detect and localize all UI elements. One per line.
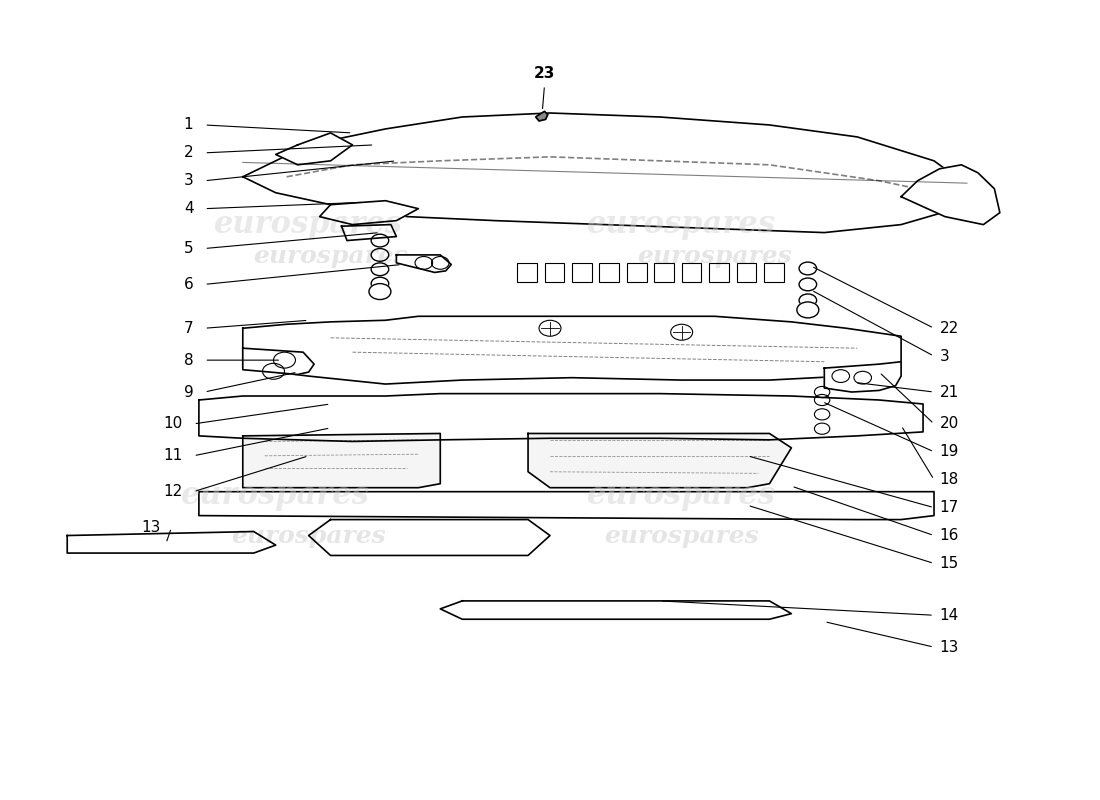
Text: 20: 20	[939, 417, 959, 431]
Text: 10: 10	[163, 417, 183, 431]
Polygon shape	[243, 316, 901, 384]
Text: 7: 7	[184, 321, 194, 336]
Text: eurospares: eurospares	[214, 209, 403, 240]
Polygon shape	[243, 348, 315, 374]
Text: 5: 5	[184, 241, 194, 256]
Polygon shape	[309, 519, 550, 555]
Bar	[572, 263, 592, 282]
Text: eurospares: eurospares	[182, 480, 370, 511]
Text: 3: 3	[184, 174, 194, 188]
Polygon shape	[243, 434, 440, 488]
Text: 1: 1	[184, 118, 194, 133]
Text: 23: 23	[534, 66, 556, 81]
Text: 12: 12	[163, 484, 183, 499]
Text: 4: 4	[184, 201, 194, 216]
Bar	[654, 263, 674, 282]
Text: 8: 8	[184, 353, 194, 368]
Polygon shape	[199, 492, 934, 519]
Circle shape	[796, 302, 818, 318]
Text: 16: 16	[939, 528, 959, 543]
Text: 22: 22	[939, 321, 959, 336]
Text: 13: 13	[939, 640, 959, 654]
Text: 18: 18	[939, 472, 959, 487]
Text: eurospares: eurospares	[253, 245, 408, 269]
Circle shape	[368, 284, 390, 299]
Text: 15: 15	[939, 556, 959, 571]
Polygon shape	[440, 601, 791, 619]
Text: 6: 6	[184, 277, 194, 292]
Polygon shape	[341, 225, 396, 241]
Bar	[682, 263, 702, 282]
Text: 11: 11	[163, 448, 183, 463]
Polygon shape	[199, 394, 923, 442]
Polygon shape	[276, 133, 352, 165]
Polygon shape	[901, 165, 1000, 225]
Text: 9: 9	[184, 385, 194, 399]
Polygon shape	[824, 362, 901, 392]
Polygon shape	[67, 531, 276, 553]
Text: eurospares: eurospares	[231, 523, 386, 547]
Text: 2: 2	[184, 146, 194, 160]
Bar	[544, 263, 564, 282]
Polygon shape	[396, 255, 451, 273]
Text: 14: 14	[939, 608, 959, 622]
Bar	[710, 263, 729, 282]
Polygon shape	[528, 434, 791, 488]
Bar	[764, 263, 783, 282]
Polygon shape	[320, 201, 418, 225]
Text: eurospares: eurospares	[587, 209, 777, 240]
Text: 17: 17	[939, 500, 959, 515]
Bar	[517, 263, 537, 282]
Text: 19: 19	[939, 444, 959, 459]
Text: 3: 3	[939, 349, 949, 364]
Text: eurospares: eurospares	[604, 523, 759, 547]
Bar	[600, 263, 619, 282]
Bar	[627, 263, 647, 282]
Polygon shape	[536, 111, 548, 121]
Text: 21: 21	[939, 385, 959, 399]
Text: 13: 13	[141, 520, 161, 535]
Text: eurospares: eurospares	[637, 245, 792, 269]
Bar	[737, 263, 757, 282]
Text: eurospares: eurospares	[587, 480, 777, 511]
